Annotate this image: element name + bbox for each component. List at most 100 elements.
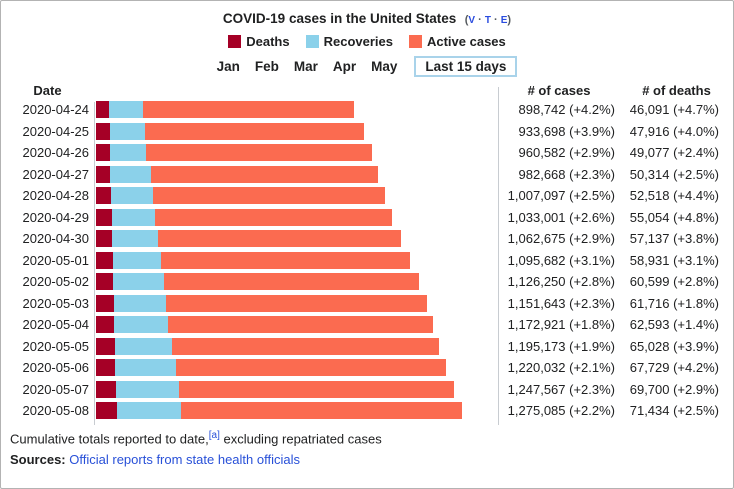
deaths-value: 57,137 (+3.8%) <box>629 231 719 247</box>
deaths-value: 52,518 (+4.4%) <box>629 188 719 204</box>
recoveries-bar-segment <box>111 187 154 205</box>
deaths-bar-segment <box>96 294 114 312</box>
deaths-bar-segment <box>96 337 115 355</box>
table-row: 2020-05-05 1,195,173 (+1.9%) 65,028 (+3.… <box>1 336 733 358</box>
bar <box>96 337 498 355</box>
recoveries-bar-segment <box>111 208 156 226</box>
stacked-bar <box>94 187 498 205</box>
table-row: 2020-05-07 1,247,567 (+2.3%) 69,700 (+2.… <box>1 379 733 401</box>
cases-value: 960,582 (+2.9%) <box>518 145 615 161</box>
table-row: 2020-05-01 1,095,682 (+3.1%) 58,931 (+3.… <box>1 250 733 272</box>
date-label: 2020-05-05 <box>22 338 90 354</box>
legend-item-deaths: Deaths <box>228 34 290 49</box>
table-row: 2020-04-24 898,742 (+4.2%) 46,091 (+4.7%… <box>1 99 733 121</box>
stacked-bar <box>94 251 498 269</box>
date-bars-divider <box>94 102 95 425</box>
deaths-bar-segment <box>96 208 112 226</box>
recoveries-bar-segment <box>110 165 152 183</box>
cases-value: 898,742 (+4.2%) <box>518 102 615 118</box>
table-row: 2020-05-02 1,126,250 (+2.8%) 60,599 (+2.… <box>1 271 733 293</box>
table-row: 2020-04-29 1,033,001 (+2.6%) 55,054 (+4.… <box>1 207 733 229</box>
bar <box>96 273 498 291</box>
deaths-value: 60,599 (+2.8%) <box>629 274 719 290</box>
deaths-bar-segment <box>96 251 113 269</box>
vte-talk-link[interactable]: t <box>484 15 491 26</box>
deaths-value: 62,593 (+1.4%) <box>629 317 719 333</box>
active-swatch-icon <box>408 35 422 48</box>
deaths-value: 61,716 (+1.8%) <box>629 295 719 311</box>
cases-value: 1,151,643 (+2.3%) <box>507 295 615 311</box>
stacked-bar <box>94 230 498 248</box>
legend-label-active: Active cases <box>426 34 506 49</box>
cases-value: 1,275,085 (+2.2%) <box>507 403 615 419</box>
deaths-value: 49,077 (+2.4%) <box>629 145 719 161</box>
date-label: 2020-04-26 <box>22 145 90 161</box>
date-label: 2020-05-08 <box>22 403 90 419</box>
date-label: 2020-05-01 <box>22 252 90 268</box>
bar <box>96 251 498 269</box>
active-bar-segment <box>179 380 454 398</box>
stacked-bar <box>94 294 498 312</box>
cases-value: 1,062,675 (+2.9%) <box>507 231 615 247</box>
vte-separator: · <box>475 14 485 26</box>
active-bar-segment <box>160 251 411 269</box>
date-label: 2020-04-30 <box>22 231 90 247</box>
stacked-bar <box>94 208 498 226</box>
deaths-column-header: # of deaths <box>642 83 711 98</box>
recoveries-bar-segment <box>110 144 146 162</box>
deaths-value: 50,314 (+2.5%) <box>629 166 719 182</box>
stacked-bar <box>94 122 498 140</box>
vte-separator: · <box>490 14 501 26</box>
legend-label-deaths: Deaths <box>246 34 290 49</box>
sources-label: Sources: <box>10 451 66 467</box>
deaths-value: 71,434 (+2.5%) <box>629 403 719 419</box>
recoveries-bar-segment <box>116 402 182 420</box>
footnote-tail: excluding repatriated cases <box>219 430 382 446</box>
stacked-bar <box>94 101 498 119</box>
active-bar-segment <box>172 337 440 355</box>
recoveries-bar-segment <box>114 337 173 355</box>
active-bar-segment <box>181 402 462 420</box>
tab-apr[interactable]: Apr <box>332 59 357 74</box>
tab-mar[interactable]: Mar <box>293 59 318 74</box>
stacked-bar <box>94 402 498 420</box>
bar <box>96 208 498 226</box>
date-label: 2020-05-03 <box>22 295 90 311</box>
chart-title: COVID-19 cases in the United States <box>222 11 457 26</box>
active-bar-segment <box>143 101 354 119</box>
date-label: 2020-04-24 <box>22 102 90 118</box>
deaths-bar-segment <box>96 273 114 291</box>
deaths-value: 58,931 (+3.1%) <box>629 252 719 268</box>
legend-item-recoveries: Recoveries <box>305 34 393 49</box>
recoveries-bar-segment <box>113 294 166 312</box>
table-row: 2020-05-08 1,275,085 (+2.2%) 71,434 (+2.… <box>1 400 733 422</box>
table-row: 2020-05-06 1,220,032 (+2.1%) 67,729 (+4.… <box>1 357 733 379</box>
vte-view-link[interactable]: v <box>468 15 476 26</box>
tab-last-15-days[interactable]: Last 15 days <box>414 56 518 77</box>
footnote-ref-link[interactable]: [a] <box>208 429 220 441</box>
sources-link[interactable]: Official reports from state health offic… <box>69 451 300 467</box>
cases-chart: Date # of cases # of deaths 2020-04-24 8… <box>1 82 733 422</box>
tab-feb[interactable]: Feb <box>254 59 279 74</box>
deaths-swatch-icon <box>228 35 242 48</box>
stacked-bar <box>94 273 498 291</box>
bar <box>96 122 498 140</box>
chart-rows: 2020-04-24 898,742 (+4.2%) 46,091 (+4.7%… <box>1 99 733 422</box>
tab-jan[interactable]: Jan <box>216 59 240 74</box>
cases-value: 1,195,173 (+1.9%) <box>507 338 615 354</box>
vte-edit-link[interactable]: e <box>500 15 508 26</box>
range-tabs: Jan Feb Mar Apr May Last 15 days <box>1 56 733 77</box>
deaths-bar-segment <box>96 402 117 420</box>
date-label: 2020-05-07 <box>22 381 90 397</box>
vte-open-paren: ( <box>464 14 469 26</box>
recoveries-swatch-icon <box>305 35 319 48</box>
active-bar-segment <box>155 208 393 226</box>
cases-value: 1,095,682 (+3.1%) <box>507 252 615 268</box>
deaths-bar-segment <box>96 101 110 119</box>
tab-may[interactable]: May <box>371 59 398 74</box>
bar <box>96 165 498 183</box>
stacked-bar <box>94 359 498 377</box>
date-label: 2020-05-02 <box>22 274 90 290</box>
legend-label-recoveries: Recoveries <box>323 34 393 49</box>
